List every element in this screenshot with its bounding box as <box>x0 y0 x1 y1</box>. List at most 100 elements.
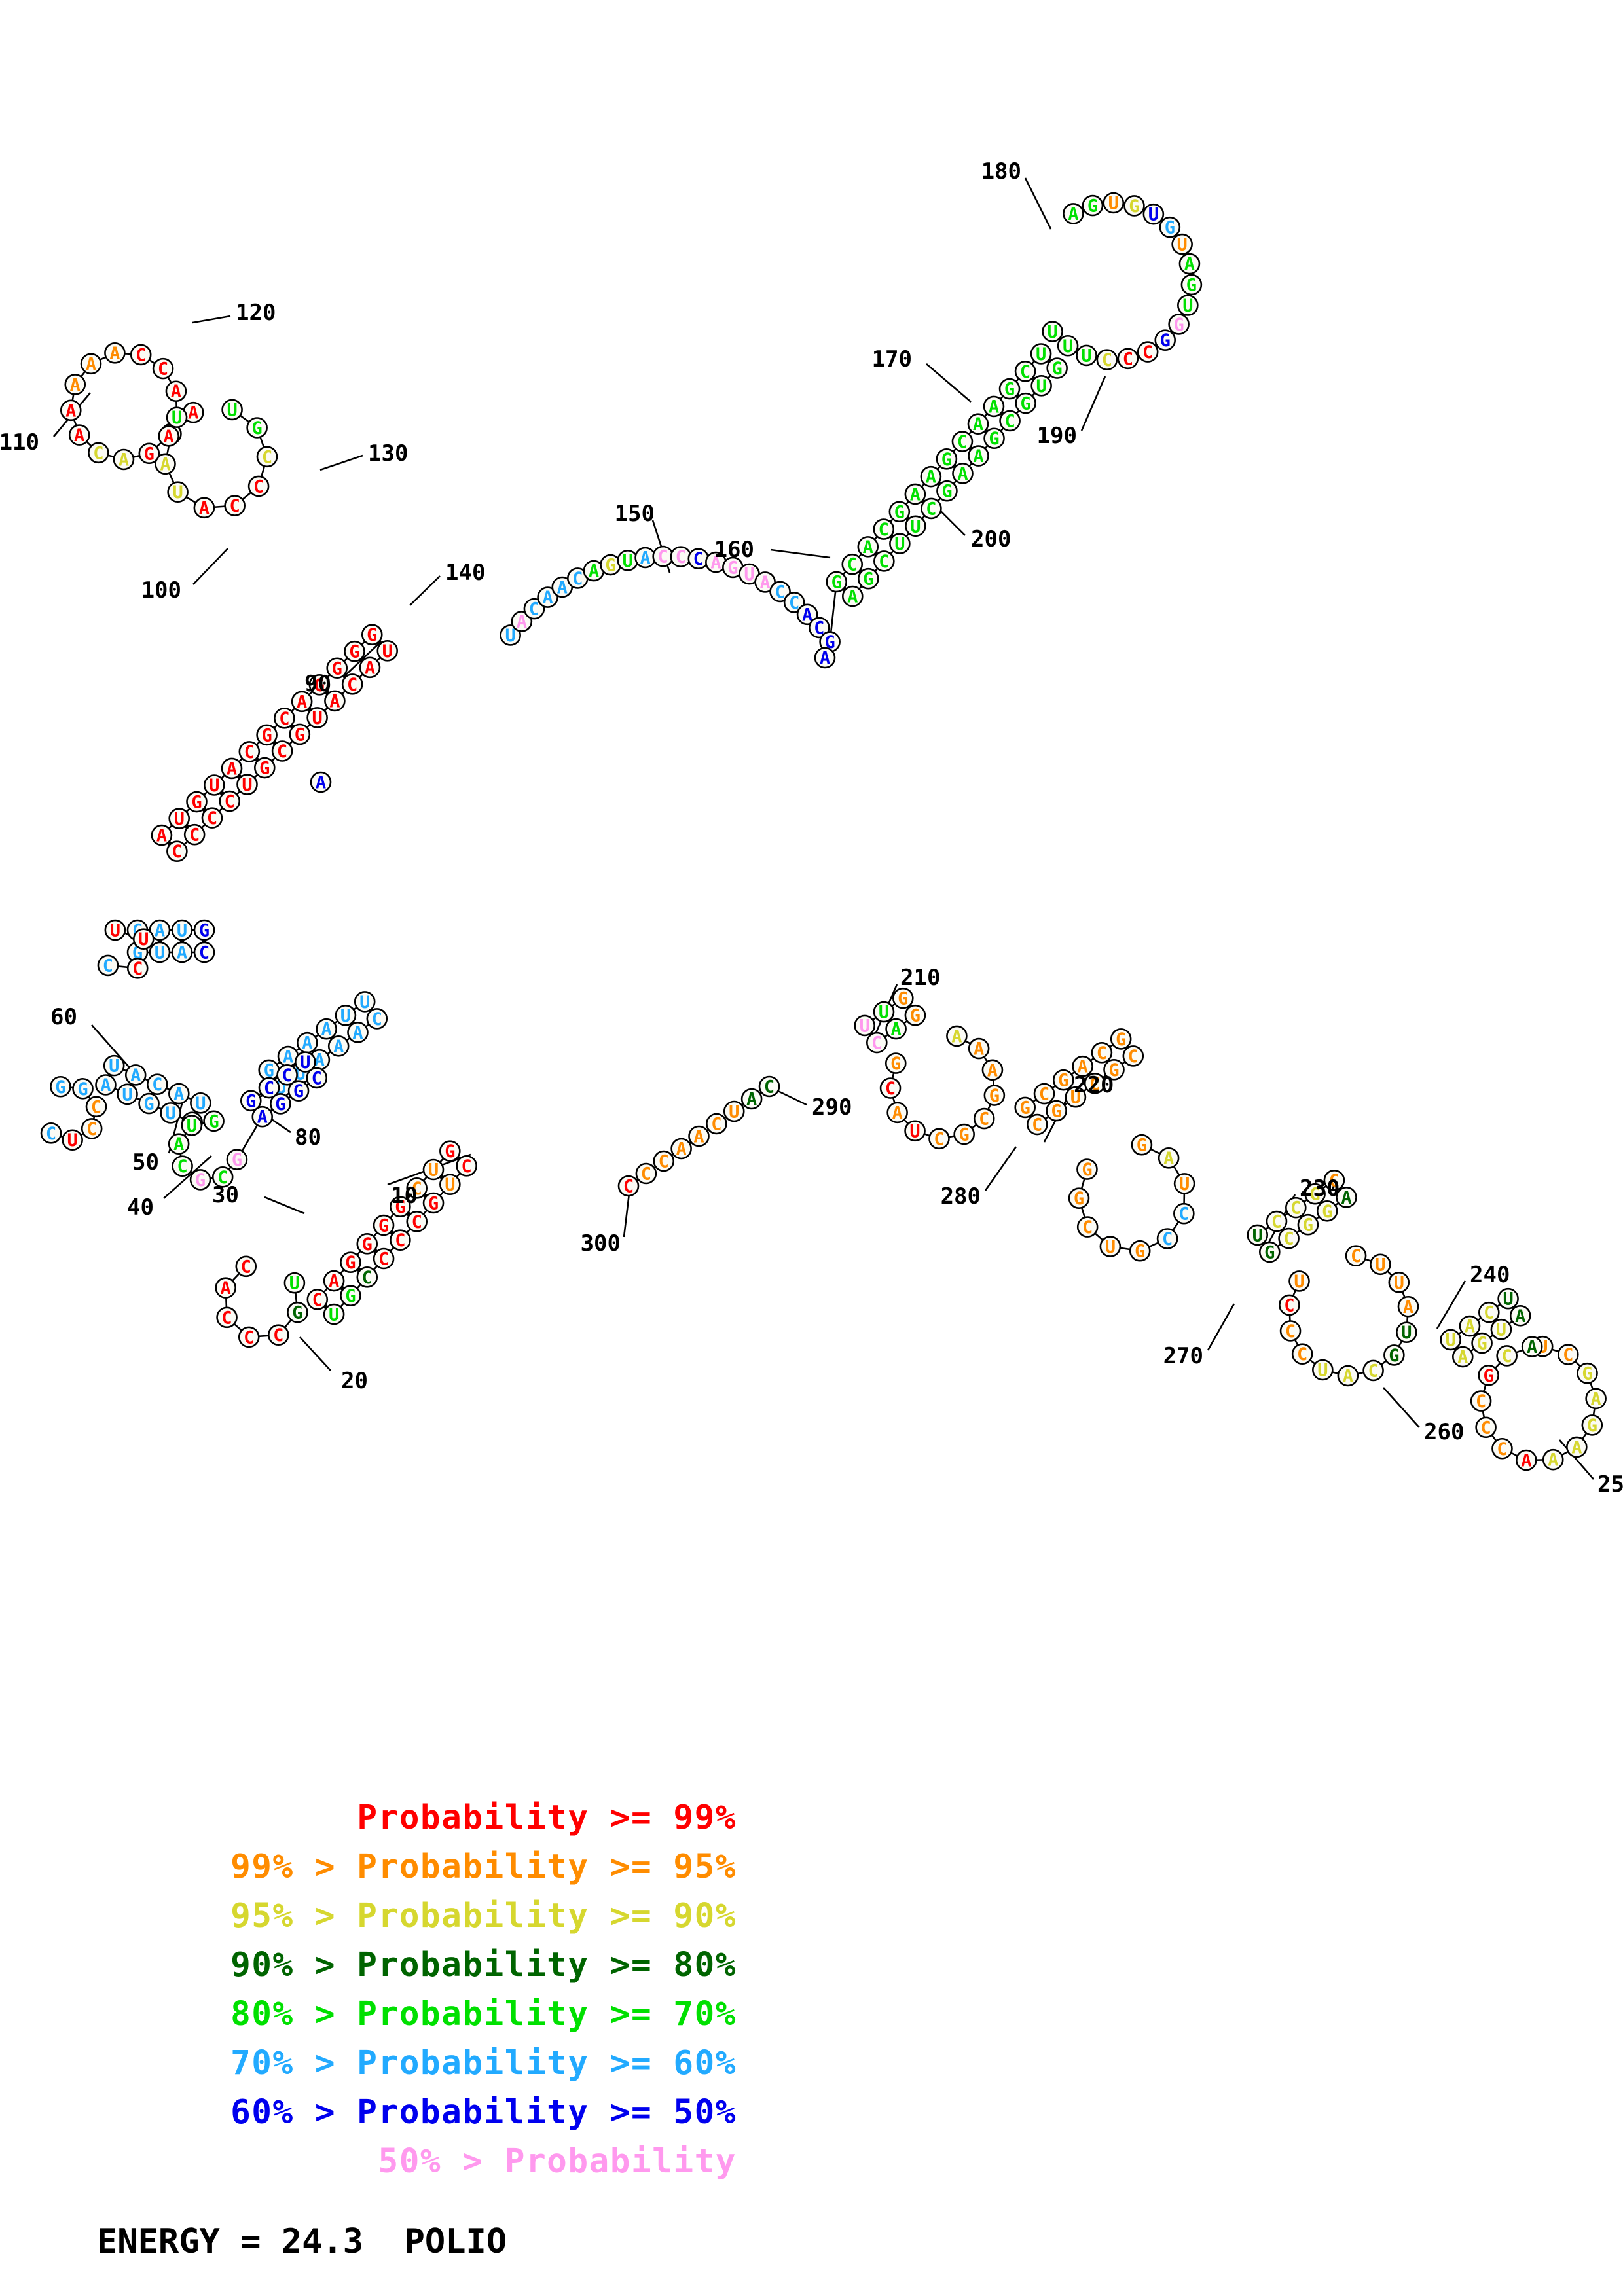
nucleotide: G <box>373 1214 395 1236</box>
nucleotide-circle <box>1042 321 1063 342</box>
nucleotide-base-letter: A <box>863 537 873 558</box>
nucleotide-circle <box>1312 1359 1334 1381</box>
nucleotide-base-letter: U <box>289 1274 300 1294</box>
nucleotide: C <box>1478 1301 1500 1323</box>
nucleotide-base-letter: A <box>926 467 936 488</box>
nucleotide-circle <box>1336 1187 1357 1208</box>
nucleotide: C <box>1076 1216 1099 1238</box>
nucleotide-circle <box>291 691 313 713</box>
nucleotide-circle <box>361 624 383 645</box>
nucleotide-circle <box>1557 1344 1579 1365</box>
nucleotide-circle <box>653 1150 675 1172</box>
nucleotide-base-letter: G <box>898 989 908 1009</box>
nucleotide-base-letter: G <box>349 642 359 662</box>
nucleotide: U <box>168 808 191 829</box>
position-number-label: 100 <box>141 577 181 603</box>
nucleotide-base-letter: C <box>871 1033 882 1054</box>
nucleotide: U <box>117 1083 138 1105</box>
nucleotide: G <box>340 1285 361 1306</box>
nucleotide-circle <box>973 1107 995 1130</box>
nucleotide-circle <box>826 571 848 593</box>
nucleotide: C <box>224 495 246 516</box>
nucleotide-circle <box>951 431 974 452</box>
position-number-label: 270 <box>1163 1343 1203 1369</box>
nucleotide-base-letter: C <box>641 1164 651 1185</box>
nucleotide: G <box>600 554 621 576</box>
nucleotide-base-letter: C <box>372 1009 382 1030</box>
nucleotide: G <box>1123 195 1145 217</box>
nucleotide-base-letter: C <box>462 1157 472 1177</box>
nucleotide: A <box>886 1102 908 1123</box>
nucleotide: A <box>946 1025 968 1047</box>
nucleotide: U <box>132 928 155 950</box>
nucleotide: C <box>1475 1416 1497 1438</box>
nucleotide: U <box>1142 203 1165 225</box>
nucleotide-circle <box>1026 1113 1048 1136</box>
nucleotide-base-letter: U <box>227 400 237 420</box>
nucleotide-base-letter: G <box>345 1286 356 1306</box>
nucleotide-circle <box>1566 1436 1588 1458</box>
nucleotide-base-letter: G <box>1173 315 1184 335</box>
nucleotide: G <box>390 1196 411 1217</box>
nucleotide: C <box>841 553 864 575</box>
nucleotide: U <box>723 1100 745 1122</box>
nucleotide-base-letter: C <box>230 496 240 516</box>
nucleotide-circle <box>221 757 243 780</box>
nucleotide: U <box>1388 1272 1410 1293</box>
nucleotide: U <box>376 640 399 662</box>
nucleotide-base-letter: G <box>894 502 905 522</box>
nucleotide-circle <box>1171 233 1193 255</box>
nucleotide-circle <box>132 928 155 950</box>
nucleotide: C <box>873 518 895 540</box>
nucleotide: U <box>203 774 225 796</box>
position-number-label: 10 <box>391 1183 418 1209</box>
nucleotide-base-letter: G <box>1058 1071 1068 1091</box>
nucleotide-circle <box>1345 1245 1367 1266</box>
nucleotide-circle <box>841 553 864 575</box>
nucleotide-circle <box>295 1051 316 1073</box>
position-leader-line <box>1559 1439 1594 1480</box>
nucleotide-base-letter: C <box>1128 1047 1139 1067</box>
nucleotide-base-letter: A <box>1590 1389 1601 1409</box>
nucleotide-circle <box>95 1074 117 1096</box>
nucleotide-circle <box>1388 1272 1410 1293</box>
nucleotide-circle <box>1117 348 1139 370</box>
nucleotide: A <box>168 1083 190 1105</box>
nucleotide-circle <box>323 1270 345 1292</box>
nucleotide-base-letter: A <box>100 1075 111 1096</box>
nucleotide-circle <box>238 1326 260 1348</box>
nucleotide: C <box>268 1324 289 1346</box>
nucleotide-circle <box>814 647 836 669</box>
nucleotide-base-letter: C <box>262 447 272 467</box>
nucleotide-base-letter: C <box>1004 411 1015 431</box>
nucleotide: A <box>221 757 243 780</box>
nucleotide: G <box>1577 1362 1598 1384</box>
nucleotide: A <box>857 536 879 558</box>
nucleotide: C <box>1279 1294 1300 1316</box>
nucleotide-circle <box>308 673 331 696</box>
nucleotide-base-letter: C <box>221 1308 232 1328</box>
nucleotide-circle <box>152 357 174 380</box>
nucleotide: A <box>1178 253 1201 275</box>
nucleotide-base-letter: G <box>251 418 262 439</box>
nucleotide: U <box>335 1005 357 1026</box>
nucleotide: G <box>287 1080 310 1102</box>
nucleotide-circle <box>274 708 295 729</box>
nucleotide: C <box>146 1073 168 1095</box>
nucleotide-circle <box>1014 361 1036 382</box>
nucleotide: G <box>884 1052 907 1074</box>
nucleotide-base-letter: A <box>74 425 84 446</box>
nucleotide: U <box>1171 233 1193 255</box>
nucleotide-circle <box>841 585 864 607</box>
nucleotide-base-letter: C <box>1142 342 1153 363</box>
nucleotide: G <box>953 1123 975 1145</box>
nucleotide-circle <box>1304 1183 1326 1205</box>
nucleotide-base-letter: C <box>1089 1074 1100 1094</box>
nucleotide-base-letter: C <box>1020 362 1030 382</box>
nucleotide-circle <box>406 1177 428 1199</box>
nucleotide-circle <box>373 1247 395 1270</box>
nucleotide-base-letter: U <box>428 1160 439 1181</box>
nucleotide: G <box>344 640 365 662</box>
nucleotide-circle <box>1084 1072 1106 1094</box>
nucleotide-base-letter: U <box>744 565 754 585</box>
